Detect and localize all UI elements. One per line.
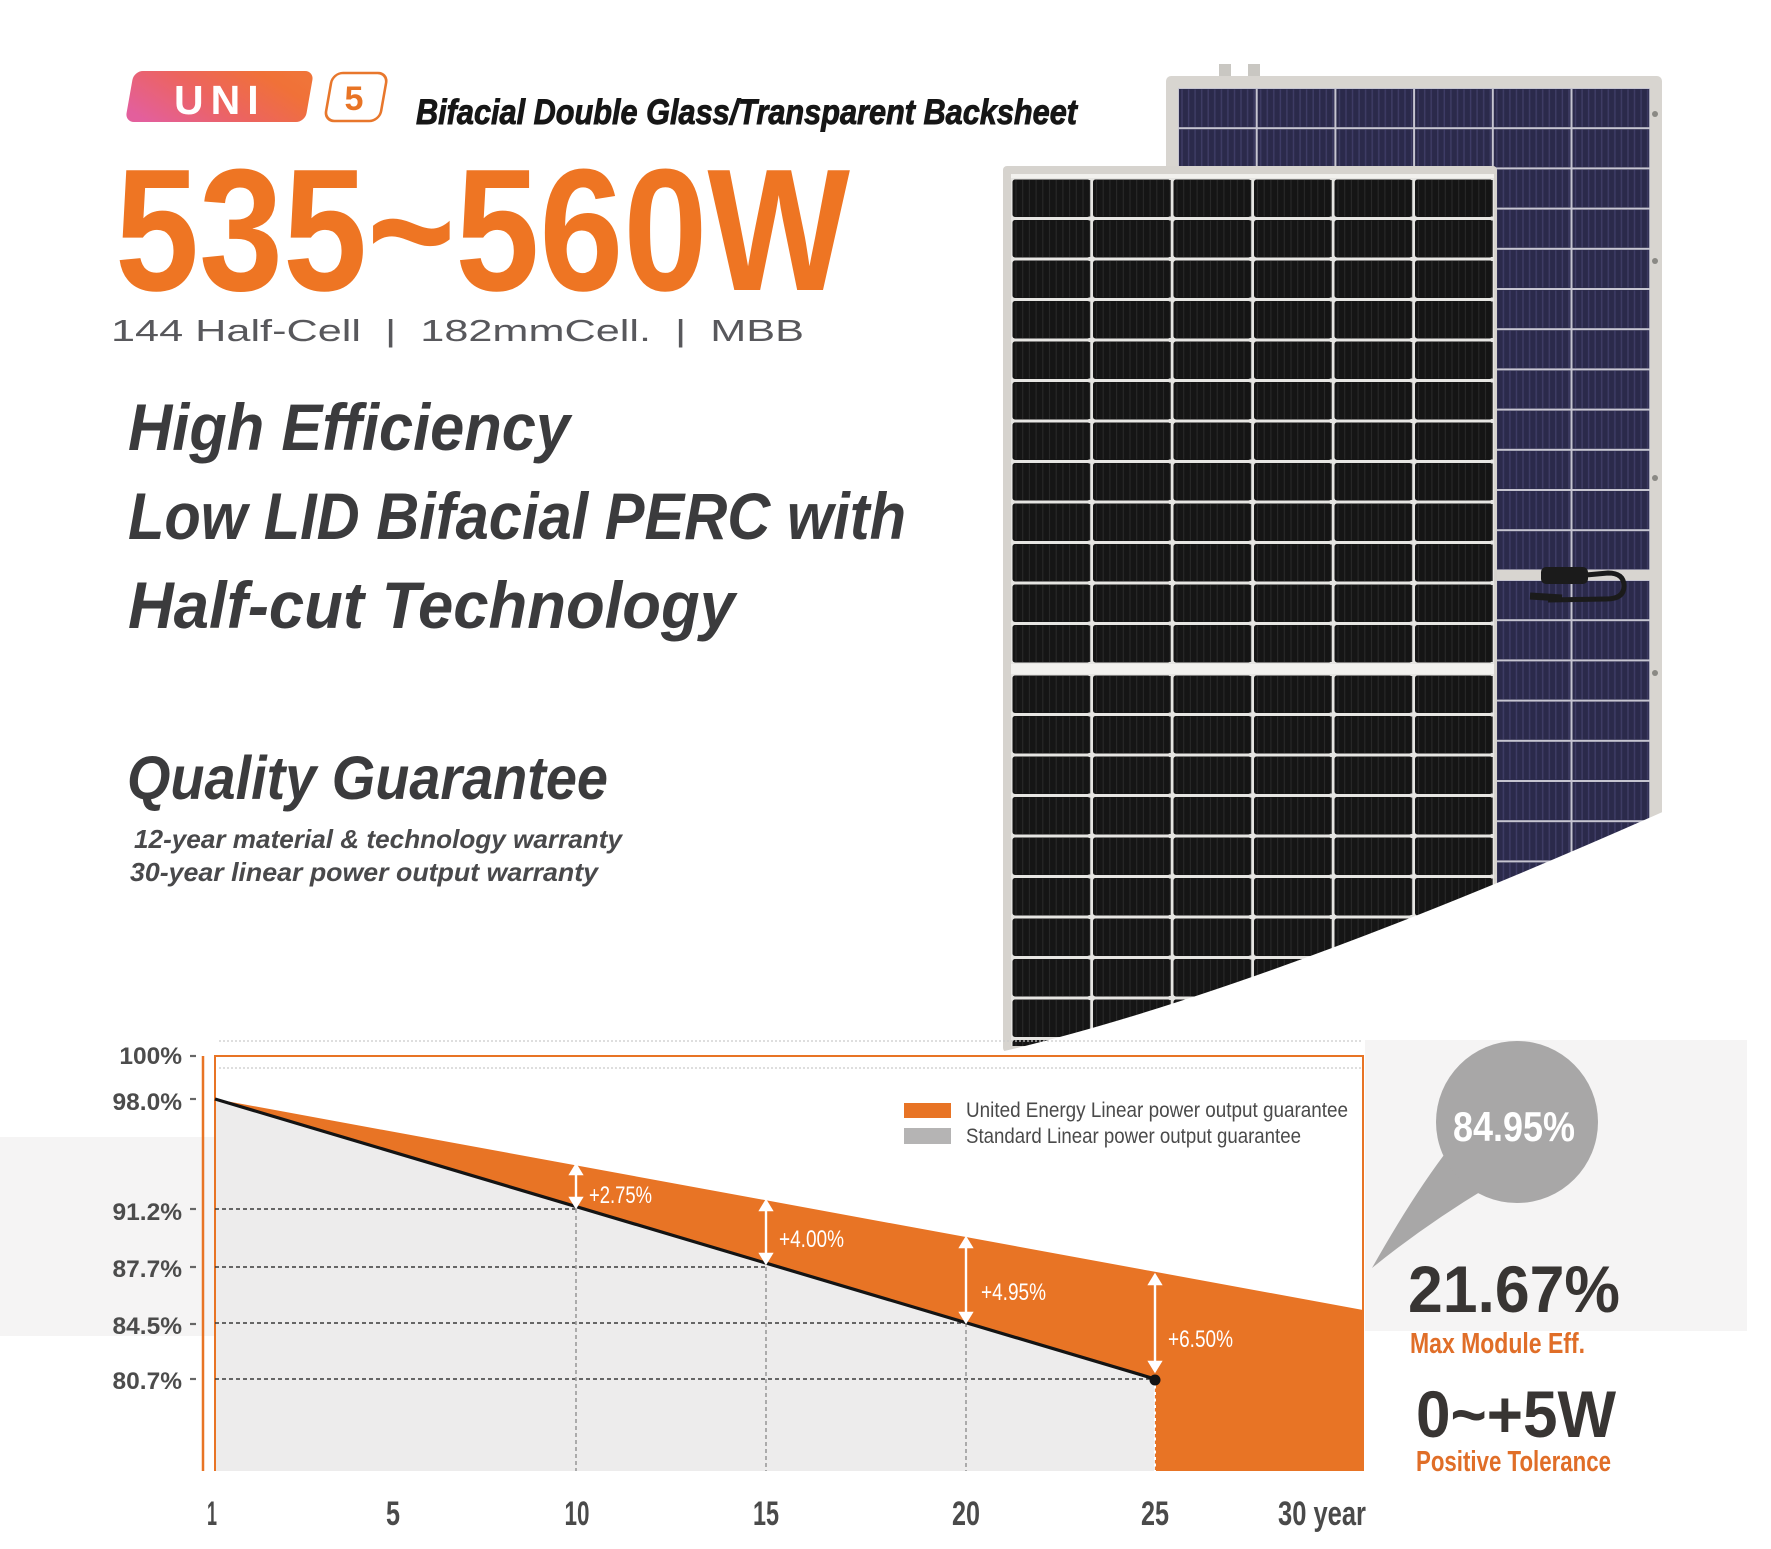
svg-text:84.95%: 84.95%	[1453, 1103, 1575, 1150]
svg-text:535~560W: 535~560W	[115, 132, 851, 327]
svg-text:Positive Tolerance: Positive Tolerance	[1416, 1446, 1611, 1478]
svg-text:+6.50%: +6.50%	[1168, 1326, 1233, 1353]
svg-text:Quality Guarantee: Quality Guarantee	[127, 744, 608, 812]
svg-text:15: 15	[753, 1495, 779, 1533]
svg-text:Bifacial Double Glass/Transpar: Bifacial Double Glass/Transparent Backsh…	[416, 93, 1078, 132]
svg-text:High Efficiency: High Efficiency	[128, 390, 573, 464]
svg-text:United Energy Linear power ou: United Energy Linear power output guaran…	[966, 1098, 1348, 1122]
svg-text:Standard Linear power output g: Standard Linear power output guarantee	[966, 1124, 1301, 1148]
svg-text:21.67%: 21.67%	[1408, 1252, 1620, 1326]
svg-text:Max Module Eff.: Max Module Eff.	[1410, 1328, 1585, 1360]
svg-text:+2.75%: +2.75%	[589, 1182, 652, 1209]
svg-text:Low LID Bifacial PERC with: Low LID Bifacial PERC with	[128, 479, 906, 553]
svg-text:100%: 100%	[119, 1043, 182, 1070]
svg-text:80.7%: 80.7%	[113, 1368, 183, 1395]
svg-text:144 Half-Cell | 182mmCell.: 144 Half-Cell | 182mmCell. | MBB	[111, 313, 804, 348]
svg-text:0~+5W: 0~+5W	[1416, 1377, 1617, 1451]
svg-text:+4.95%: +4.95%	[981, 1279, 1046, 1306]
svg-text:5: 5	[386, 1495, 400, 1533]
svg-text:30 year: 30 year	[1278, 1495, 1366, 1533]
svg-text:87.7%: 87.7%	[113, 1256, 183, 1283]
svg-text:+4.00%: +4.00%	[779, 1226, 844, 1253]
svg-text:12-year material & technology: 12-year material & technology warranty	[134, 824, 624, 854]
svg-text:1: 1	[207, 1495, 217, 1533]
svg-text:30-year linear power output wa: 30-year linear power output warranty	[130, 857, 600, 887]
svg-text:84.5%: 84.5%	[113, 1313, 183, 1340]
svg-text:20: 20	[952, 1495, 980, 1533]
svg-text:10: 10	[565, 1495, 590, 1533]
svg-text:98.0%: 98.0%	[113, 1089, 183, 1116]
svg-text:UNI: UNI	[174, 77, 266, 123]
svg-text:91.2%: 91.2%	[113, 1199, 183, 1226]
svg-text:5: 5	[345, 80, 364, 118]
svg-text:Half-cut Technology: Half-cut Technology	[128, 568, 738, 642]
svg-text:25: 25	[1141, 1495, 1169, 1533]
